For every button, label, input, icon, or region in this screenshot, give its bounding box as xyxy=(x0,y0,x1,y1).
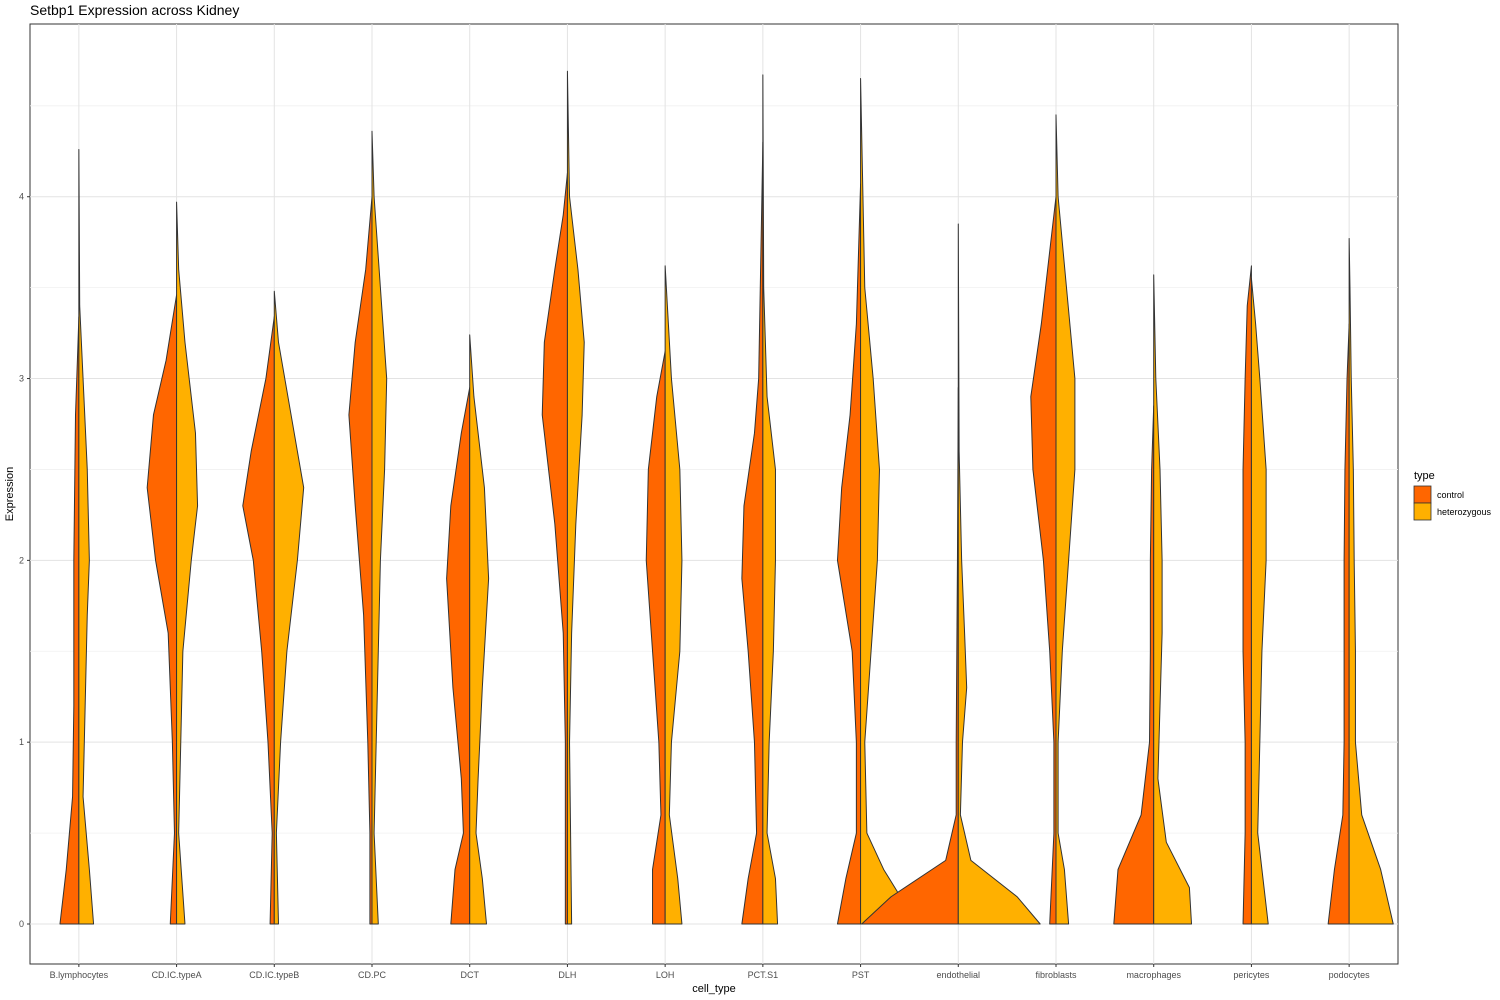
x-tick-label: DLH xyxy=(558,970,576,980)
violin-heterozygous xyxy=(762,74,779,925)
violin-control xyxy=(1242,265,1252,925)
x-tick-label: macrophages xyxy=(1126,970,1181,980)
violin-heterozygous xyxy=(273,290,305,925)
y-tick-label: 2 xyxy=(19,555,24,565)
y-tick-label: 4 xyxy=(19,192,24,202)
violin-heterozygous xyxy=(371,130,388,925)
y-tick-label: 3 xyxy=(19,374,24,384)
chart-title: Setbp1 Expression across Kidney xyxy=(30,2,239,18)
x-tick-label: PST xyxy=(852,970,870,980)
x-tick-label: podocytes xyxy=(1329,970,1371,980)
y-axis: 0 1 2 3 4 xyxy=(19,192,30,929)
violin-control xyxy=(1113,405,1155,925)
legend-key-control xyxy=(1413,485,1432,504)
violin-heterozygous xyxy=(1348,238,1394,925)
violin-control xyxy=(1327,323,1350,925)
plot-panel xyxy=(29,23,1399,965)
x-axis-title: cell_type xyxy=(692,983,735,995)
x-tick-label: B.lymphocytes xyxy=(50,970,109,980)
x-tick-label: CD.PC xyxy=(358,970,387,980)
legend-key-heterozygous xyxy=(1413,502,1432,521)
x-tick-label: CD.IC.typeA xyxy=(152,970,202,980)
legend-title: type xyxy=(1414,470,1435,482)
legend: type control heterozygous xyxy=(1413,470,1492,521)
violin-heterozygous xyxy=(469,334,490,925)
legend-label-control: control xyxy=(1437,490,1464,500)
violin-heterozygous xyxy=(957,223,1041,925)
violin-control xyxy=(1030,196,1057,925)
x-tick-label: pericytes xyxy=(1233,970,1270,980)
violin-heterozygous xyxy=(566,70,585,925)
x-tick-label: DCT xyxy=(460,970,479,980)
violin-heterozygous xyxy=(1055,114,1076,925)
violins xyxy=(59,70,1394,925)
y-tick-label: 0 xyxy=(19,919,24,929)
violin-heterozygous xyxy=(664,265,683,925)
violin-heterozygous xyxy=(1250,278,1269,925)
x-tick-label: CD.IC.typeB xyxy=(249,970,299,980)
violin-heterozygous xyxy=(1153,274,1193,925)
x-axis: B.lymphocytes CD.IC.typeA CD.IC.typeB CD.PC… xyxy=(50,964,1371,980)
x-tick-label: fibroblasts xyxy=(1035,970,1077,980)
x-tick-label: LOH xyxy=(656,970,675,980)
y-tick-label: 1 xyxy=(19,737,24,747)
violin-control xyxy=(348,196,373,925)
legend-label-heterozygous: heterozygous xyxy=(1437,507,1492,517)
violin-heterozygous xyxy=(78,148,95,925)
violin-heterozygous xyxy=(176,201,199,925)
y-axis-title: Expression xyxy=(4,467,16,521)
x-tick-label: endothelial xyxy=(937,970,981,980)
x-tick-label: PCT.S1 xyxy=(748,970,779,980)
